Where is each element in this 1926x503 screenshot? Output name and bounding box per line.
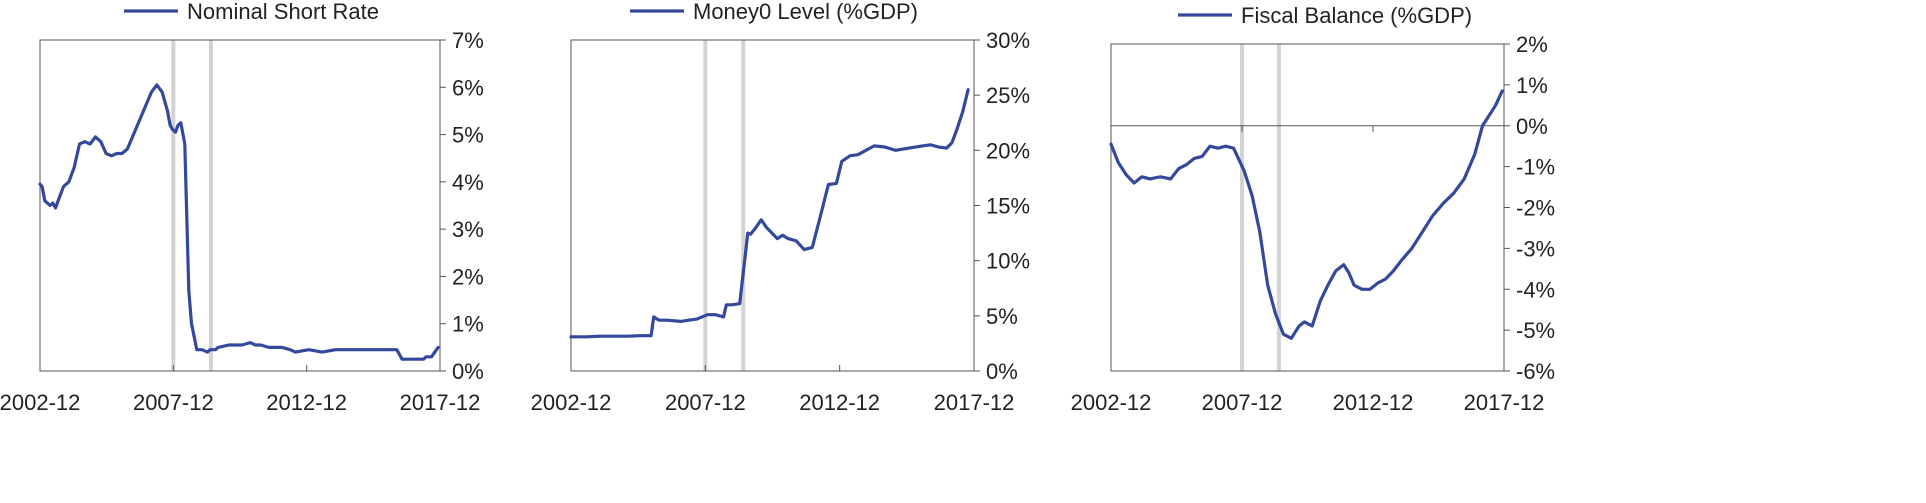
y-tick-label: 10% bbox=[986, 249, 1030, 274]
x-tick-label: 2002-12 bbox=[1071, 390, 1152, 415]
y-tick-label: -2% bbox=[1516, 196, 1555, 221]
y-tick-label: -5% bbox=[1516, 318, 1555, 343]
y-tick-label: 0% bbox=[452, 359, 484, 384]
legend-label: Fiscal Balance (%GDP) bbox=[1241, 3, 1472, 28]
x-tick-label: 2017-12 bbox=[1464, 390, 1545, 415]
series-line bbox=[38, 83, 440, 361]
x-tick-label: 2017-12 bbox=[934, 390, 1015, 415]
chart-panel-1: 0% 1% 2% 3% 4% 5% 6% 7% 2002-12 2007-12 2012-12 201… bbox=[0, 0, 484, 415]
x-tick-label: 2012-12 bbox=[266, 390, 347, 415]
legend: Fiscal Balance (%GDP) bbox=[1178, 3, 1472, 28]
x-tick-label: 2007-12 bbox=[133, 390, 214, 415]
legend-label: Money0 Level (%GDP) bbox=[693, 0, 918, 24]
y-tick-label: 30% bbox=[986, 28, 1030, 53]
y-tick-label: 15% bbox=[986, 194, 1030, 219]
y-tick-label: 0% bbox=[1516, 114, 1548, 139]
y-tick-label: 20% bbox=[986, 138, 1030, 163]
y-tick-label: 2% bbox=[1516, 32, 1548, 57]
y-tick-label: -1% bbox=[1516, 155, 1555, 180]
plot-frame bbox=[570, 39, 975, 372]
x-tick-label: 2002-12 bbox=[0, 390, 80, 415]
x-tick-label: 2017-12 bbox=[400, 390, 481, 415]
chart-panel-2: 0% 5% 10% 15% 20% 25% 30% 2002-12 2007-12 2012-12… bbox=[531, 0, 1030, 415]
y-tick-label: 1% bbox=[452, 312, 484, 337]
legend-label: Nominal Short Rate bbox=[187, 0, 379, 24]
x-tick-label: 2012-12 bbox=[1333, 390, 1414, 415]
plot-frame bbox=[39, 39, 441, 372]
y-tick-label: 25% bbox=[986, 83, 1030, 108]
y-tick-label: 6% bbox=[452, 75, 484, 100]
y-tick-label: 0% bbox=[986, 359, 1018, 384]
legend: Nominal Short Rate bbox=[124, 0, 379, 24]
y-tick-label: 4% bbox=[452, 170, 484, 195]
y-tick-label: -4% bbox=[1516, 277, 1555, 302]
series-line bbox=[569, 88, 970, 339]
series-line bbox=[1109, 89, 1504, 340]
x-tick-label: 2012-12 bbox=[799, 390, 880, 415]
y-tick-label: 7% bbox=[452, 28, 484, 53]
y-tick-label: -3% bbox=[1516, 236, 1555, 261]
y-tick-label: 2% bbox=[452, 264, 484, 289]
legend: Money0 Level (%GDP) bbox=[630, 0, 918, 24]
x-tick-label: 2002-12 bbox=[531, 390, 612, 415]
y-tick-label: 3% bbox=[452, 217, 484, 242]
y-tick-label: 5% bbox=[986, 304, 1018, 329]
y-tick-label: -6% bbox=[1516, 359, 1555, 384]
y-tick-label: 1% bbox=[1516, 73, 1548, 98]
y-tick-label: 5% bbox=[452, 123, 484, 148]
chart-panel-3: -6% -5% -4% -3% -2% -1% 0% 1% 2% 2002-12 2007-12 20… bbox=[1071, 3, 1556, 415]
x-tick-label: 2007-12 bbox=[665, 390, 746, 415]
x-tick-label: 2007-12 bbox=[1202, 390, 1283, 415]
